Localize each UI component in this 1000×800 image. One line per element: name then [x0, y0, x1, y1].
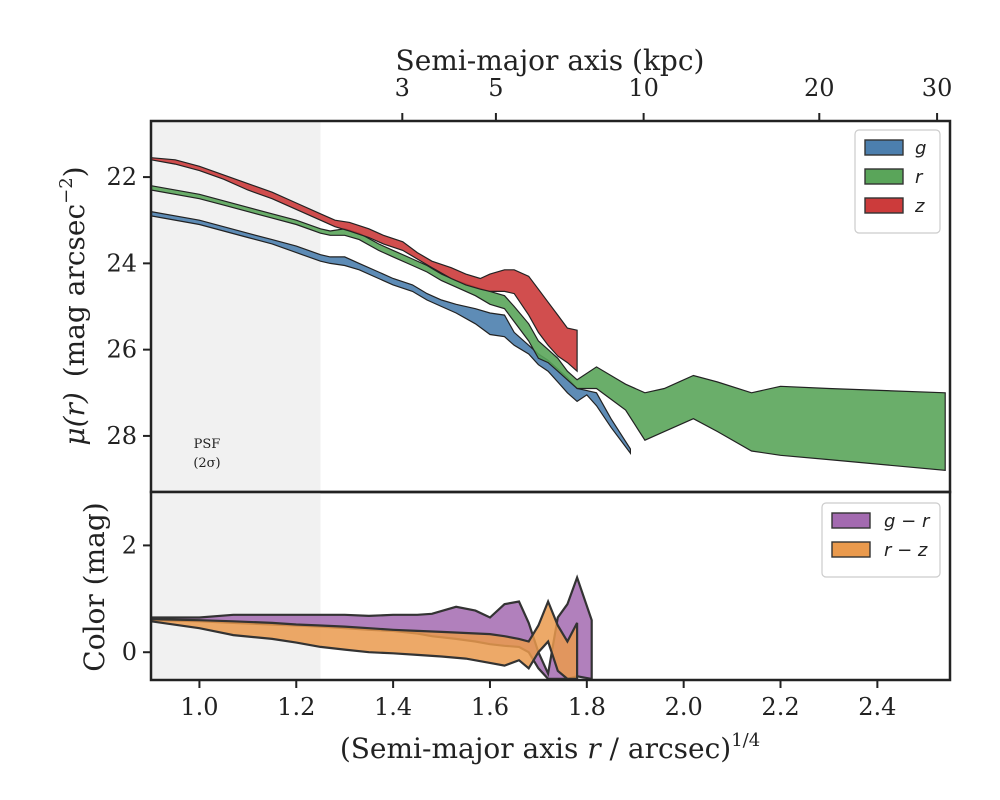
- main-legend-label: g: [915, 138, 926, 159]
- x-tick-label: 2.2: [761, 693, 799, 721]
- surface-brightness-series: [151, 157, 946, 472]
- main-y-label-close: ): [58, 166, 91, 177]
- x-tick-label: 1.6: [471, 693, 509, 721]
- surface-brightness-panel: 22 24 26 28 PSF (2σ) grz: [106, 119, 952, 494]
- color-y-axis-label: Color (mag): [78, 502, 111, 671]
- color-x-ticks: 1.0 1.2 1.4 1.6 1.8 2.0 2.2 2.4: [180, 680, 896, 721]
- main-y-ticks: 22 24 26 28: [106, 163, 151, 450]
- main-y-tick-label: 24: [106, 249, 137, 277]
- main-y-axis-label: μ(r) (mag arcsec−2): [56, 166, 91, 445]
- top-tick-label: 10: [628, 74, 659, 102]
- x-tick-label: 1.2: [277, 693, 315, 721]
- main-legend-label: z: [914, 196, 925, 217]
- top-tick-label: 30: [922, 74, 953, 102]
- main-y-tick-label: 26: [106, 336, 137, 364]
- main-legend-label: r: [915, 167, 924, 188]
- x-label-exp: 1/4: [731, 730, 760, 751]
- main-legend-swatch: [864, 139, 904, 156]
- x-tick-label: 2.4: [858, 693, 896, 721]
- color-panel-frame: [149, 490, 952, 682]
- color-legend-swatch: [831, 541, 871, 558]
- psf-label-line2: (2σ): [193, 456, 220, 471]
- x-axis-label: (Semi-major axis r / arcsec)1/4: [340, 730, 760, 765]
- main-legend-swatch: [864, 197, 904, 214]
- psf-region-main: [151, 121, 321, 492]
- x-label-post: / arcsec): [601, 732, 732, 765]
- color-y-tick-label: 0: [122, 638, 137, 666]
- top-axis-kpc: 351020305075100: [395, 74, 953, 121]
- top-tick-label: 5: [488, 74, 503, 102]
- color-y-ticks: 02: [122, 531, 151, 666]
- x-tick-label: 1.8: [568, 693, 606, 721]
- main-y-label-exp: −2: [56, 177, 77, 204]
- series-band-g: [151, 210, 631, 456]
- main-y-label-unit: (mag arcsec: [58, 204, 91, 377]
- x-tick-label: 1.0: [180, 693, 218, 721]
- x-label-pre: (Semi-major axis: [340, 732, 587, 765]
- main-legend: grz: [854, 129, 941, 234]
- main-y-tick-label: 28: [106, 422, 137, 450]
- psf-label-line1: PSF: [194, 437, 221, 452]
- color-legend-swatch: [831, 512, 871, 529]
- top-axis-label: Semi-major axis (kpc): [396, 44, 705, 77]
- psf-region-color: [151, 492, 321, 680]
- x-label-var: r: [587, 732, 602, 765]
- series-band-r: [151, 185, 946, 472]
- color-legend-label: r − z: [884, 540, 928, 561]
- color-legend: g − r r − z: [821, 502, 941, 578]
- top-tick-label: 3: [395, 74, 410, 102]
- color-panel: 02 1.0 1.2 1.4 1.6 1.8 2.0 2.2 2.4 g − rr − z: [122, 490, 952, 721]
- main-legend-swatch: [864, 168, 904, 185]
- color-y-tick-label: 2: [122, 531, 137, 559]
- x-tick-label: 2.0: [665, 693, 703, 721]
- series-band-z: [151, 157, 578, 373]
- color-legend-label: g − r: [884, 511, 931, 532]
- main-y-label-math: μ(r): [58, 392, 91, 445]
- top-tick-label: 20: [804, 74, 835, 102]
- main-y-tick-label: 22: [106, 163, 137, 191]
- x-tick-label: 1.4: [374, 693, 412, 721]
